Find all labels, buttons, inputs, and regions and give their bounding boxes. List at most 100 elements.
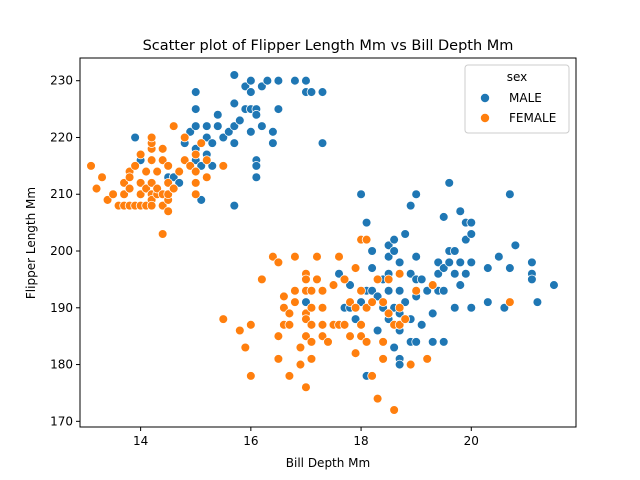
data-point-female xyxy=(257,274,267,285)
data-point-male xyxy=(251,109,262,120)
x-tick-label: 20 xyxy=(464,434,479,448)
x-axis: 14 16 18 20 xyxy=(133,427,479,448)
data-point-female xyxy=(405,359,416,370)
data-point-male xyxy=(317,138,328,148)
data-point-female xyxy=(218,161,229,171)
data-point-male xyxy=(383,285,394,296)
data-point-male xyxy=(389,342,399,353)
x-tick-label: 14 xyxy=(133,434,148,448)
data-point-female xyxy=(350,303,361,313)
data-point-male xyxy=(190,87,201,97)
data-point-female xyxy=(301,331,311,341)
data-point-male xyxy=(461,234,471,245)
data-point-male xyxy=(251,172,262,182)
data-point-male xyxy=(394,359,405,370)
data-point-female xyxy=(378,297,388,307)
data-point-female xyxy=(124,172,135,182)
data-point-female xyxy=(108,189,118,200)
data-point-male xyxy=(449,268,460,279)
data-point-male xyxy=(268,138,278,148)
data-point-female xyxy=(306,354,317,364)
data-point-male xyxy=(483,297,493,307)
data-point-male xyxy=(411,337,421,347)
data-point-female xyxy=(157,200,168,211)
data-point-male xyxy=(207,161,218,171)
data-point-male xyxy=(185,127,195,137)
data-point-male xyxy=(367,246,377,256)
data-point-male xyxy=(499,303,510,313)
data-point-male xyxy=(400,229,410,239)
y-tick-label: 200 xyxy=(50,244,73,258)
data-point-female xyxy=(157,155,168,165)
data-point-female xyxy=(394,268,405,279)
data-point-female xyxy=(190,178,201,188)
data-point-male xyxy=(229,70,240,80)
data-point-male xyxy=(257,121,267,131)
data-point-female xyxy=(102,195,113,205)
data-point-male xyxy=(301,297,311,307)
data-point-male xyxy=(356,189,366,200)
data-point-female xyxy=(279,303,289,313)
data-point-female xyxy=(235,325,245,336)
data-point-male xyxy=(229,98,240,109)
data-point-female xyxy=(301,382,311,393)
data-point-female xyxy=(124,183,135,194)
data-point-male xyxy=(130,132,140,143)
data-point-female xyxy=(301,314,311,324)
data-point-female xyxy=(97,172,107,182)
data-point-female xyxy=(135,189,146,200)
data-point-female xyxy=(367,371,377,381)
y-tick-label: 190 xyxy=(50,301,73,315)
data-point-male xyxy=(201,132,212,143)
data-point-male xyxy=(372,325,383,336)
data-point-male xyxy=(174,178,184,188)
data-point-male xyxy=(213,121,223,131)
data-point-male xyxy=(367,285,377,296)
data-point-female xyxy=(135,178,146,188)
data-point-male xyxy=(257,81,267,92)
data-point-female xyxy=(185,161,195,171)
data-point-female xyxy=(91,183,102,194)
data-point-male xyxy=(246,87,256,97)
data-point-male xyxy=(229,121,240,131)
data-point-female xyxy=(356,320,366,330)
legend: sex MALE FEMALE xyxy=(464,64,570,134)
data-point-male xyxy=(246,127,256,137)
data-point-male xyxy=(411,251,421,262)
data-point-female xyxy=(201,155,212,165)
legend-label-male: MALE xyxy=(509,91,542,105)
data-point-female xyxy=(350,348,361,358)
data-point-female xyxy=(345,331,355,341)
data-point-female xyxy=(268,251,278,262)
data-point-male xyxy=(229,138,240,148)
data-point-male xyxy=(372,291,383,302)
data-point-female xyxy=(163,161,173,171)
data-point-female xyxy=(240,342,251,353)
data-point-female xyxy=(411,285,421,296)
data-point-male xyxy=(356,297,366,307)
data-point-female xyxy=(317,331,328,341)
data-point-male xyxy=(422,285,432,296)
x-tick-label: 18 xyxy=(353,434,368,448)
data-point-male xyxy=(240,81,251,92)
data-point-male xyxy=(444,257,455,268)
data-point-female xyxy=(86,161,96,171)
data-point-female xyxy=(152,183,162,194)
data-point-male xyxy=(505,263,515,273)
data-point-female xyxy=(339,274,350,285)
data-point-female xyxy=(246,320,256,330)
data-point-female xyxy=(378,337,388,347)
data-point-male xyxy=(466,229,477,239)
data-point-male xyxy=(389,246,399,256)
data-point-male xyxy=(235,115,245,126)
data-point-female xyxy=(394,303,405,313)
data-point-female xyxy=(146,132,157,143)
data-point-female xyxy=(157,229,168,239)
data-point-female xyxy=(389,405,399,415)
data-point-male xyxy=(229,200,240,211)
data-point-male xyxy=(350,314,361,324)
data-point-female xyxy=(168,183,179,194)
data-point-male xyxy=(394,285,405,296)
data-point-male xyxy=(383,251,394,262)
data-point-female xyxy=(135,149,146,160)
